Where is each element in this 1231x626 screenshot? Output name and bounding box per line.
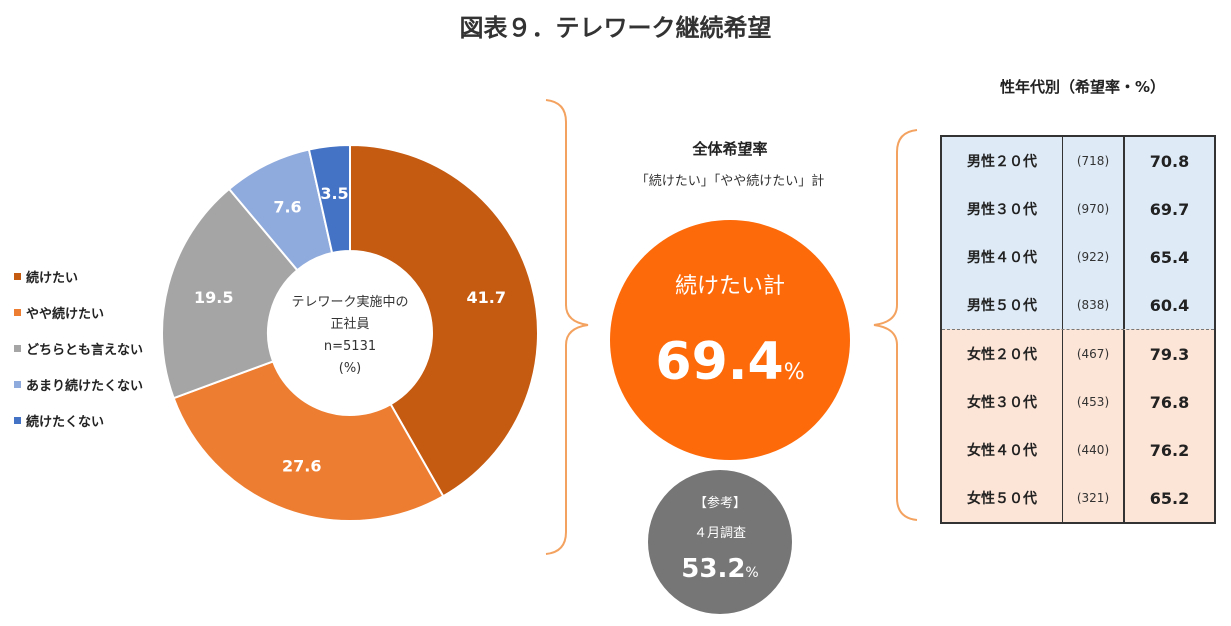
rate-cell: 70.8 <box>1149 151 1190 171</box>
legend-item: 続けたい <box>14 258 143 294</box>
sample-size-cell: (321) <box>1062 474 1125 522</box>
group-cell: 男性２０代 <box>967 154 1037 170</box>
overall-rate-title: 全体希望率 <box>692 140 768 158</box>
legend-item: あまり続けたくない <box>14 366 143 402</box>
legend-item: どちらとも言えない <box>14 330 143 366</box>
table-row: 女性２０代 (467) 79.3 <box>942 329 1214 378</box>
reference-number: 53.2 <box>681 554 746 584</box>
group-cell: 女性５０代 <box>967 491 1037 507</box>
sample-size-cell: (970) <box>1062 185 1125 233</box>
legend: 続けたいやや続けたいどちらとも言えない あまり続けたくない 続けたくない <box>14 258 143 438</box>
rate-cell: 76.2 <box>1149 440 1190 460</box>
table-row: 女性５０代 (321) 65.2 <box>942 474 1214 522</box>
sample-size-cell: (718) <box>1062 137 1125 185</box>
overall-rate-subtitle: 「続けたい」「やや続けたい」計 <box>635 174 825 189</box>
group-cell: 女性３０代 <box>967 395 1037 411</box>
rate-cell: 60.4 <box>1149 295 1190 315</box>
reference-tag: 【参考】 <box>693 496 746 511</box>
sample-size-cell: (440) <box>1062 426 1125 474</box>
left-brace <box>545 99 589 555</box>
center-label-line: 正社員 <box>330 317 370 332</box>
donut-slice <box>172 360 445 522</box>
overall-rate-label: 続けたい計 <box>674 274 785 299</box>
slice-value-label: 19.5 <box>194 288 233 307</box>
sample-size-cell: (922) <box>1062 233 1125 281</box>
reference-circle: 【参考】 ４月調査 53.2% <box>648 470 792 614</box>
reference-value: 53.2% <box>648 554 792 584</box>
group-cell: 女性４０代 <box>967 443 1037 459</box>
sample-size-cell: (453) <box>1062 378 1125 426</box>
overall-rate-value: 69.4% <box>610 332 850 392</box>
table-row: 男性４０代 (922) 65.4 <box>942 233 1214 281</box>
table-row: 女性４０代 (440) 76.2 <box>942 426 1214 474</box>
sample-size-cell: (838) <box>1062 281 1125 329</box>
legend-label: あまり続けたくない <box>26 378 144 394</box>
legend-swatch <box>14 308 21 316</box>
legend-label: どちらとも言えない <box>26 342 144 358</box>
slice-value-label: 27.6 <box>282 456 321 475</box>
table-title: 性年代別（希望率・%） <box>999 78 1166 96</box>
donut-slice <box>349 143 539 498</box>
center-label-line: n=5131 <box>323 339 377 354</box>
sample-size-cell: (467) <box>1062 330 1125 378</box>
overall-rate-number: 69.4 <box>655 332 784 392</box>
slice-value-label: 3.5 <box>320 184 348 203</box>
slice-value-label: 7.6 <box>273 198 301 217</box>
legend-label: 続けたい <box>26 270 79 286</box>
rate-cell: 65.2 <box>1149 488 1190 508</box>
rate-cell: 76.8 <box>1149 392 1190 412</box>
legend-swatch <box>14 344 21 352</box>
legend-swatch <box>14 416 21 424</box>
group-cell: 男性５０代 <box>967 298 1037 314</box>
legend-swatch <box>14 380 21 388</box>
group-cell: 男性３０代 <box>967 202 1037 218</box>
legend-item: 続けたくない <box>14 402 143 438</box>
legend-label: やや続けたい <box>26 306 105 322</box>
donut-slice <box>161 187 299 400</box>
reference-unit: % <box>745 565 759 581</box>
donut-slice <box>307 143 351 255</box>
table-row: 女性３０代 (453) 76.8 <box>942 378 1214 426</box>
donut-chart: 41.7 27.6 19.5 7.6 3.5 <box>161 143 539 522</box>
group-cell: 女性２０代 <box>967 347 1037 363</box>
overall-rate-unit: % <box>783 360 805 385</box>
rate-cell: 65.4 <box>1149 247 1190 267</box>
rate-cell: 69.7 <box>1149 199 1190 219</box>
table-row: 男性２０代 (718) 70.8 <box>942 137 1214 185</box>
chart-title: 図表９．テレワーク継続希望 <box>459 14 772 42</box>
rate-cell: 79.3 <box>1149 344 1190 364</box>
table-row: 男性３０代 (970) 69.7 <box>942 185 1214 233</box>
right-brace <box>873 129 918 521</box>
reference-subtitle: ４月調査 <box>693 526 746 541</box>
legend-swatch <box>14 272 21 280</box>
table-row: 男性５０代 (838) 60.4 <box>942 281 1214 329</box>
center-label-line: (%) <box>338 361 362 376</box>
legend-item: やや続けたい <box>14 294 143 330</box>
donut-center-label: テレワーク実施中の 正社員 n=5131 (%) <box>270 292 430 380</box>
group-cell: 男性４０代 <box>967 250 1037 266</box>
slice-value-label: 41.7 <box>467 288 506 307</box>
rate-table: 男性２０代 (718) 70.8 男性３０代 (970) 69.7 男性４０代 (922) 65… <box>940 135 1216 524</box>
center-label-line: テレワーク実施中の <box>291 295 409 310</box>
legend-label: 続けたくない <box>26 414 105 430</box>
overall-rate-circle: 続けたい計 69.4% <box>610 220 850 460</box>
